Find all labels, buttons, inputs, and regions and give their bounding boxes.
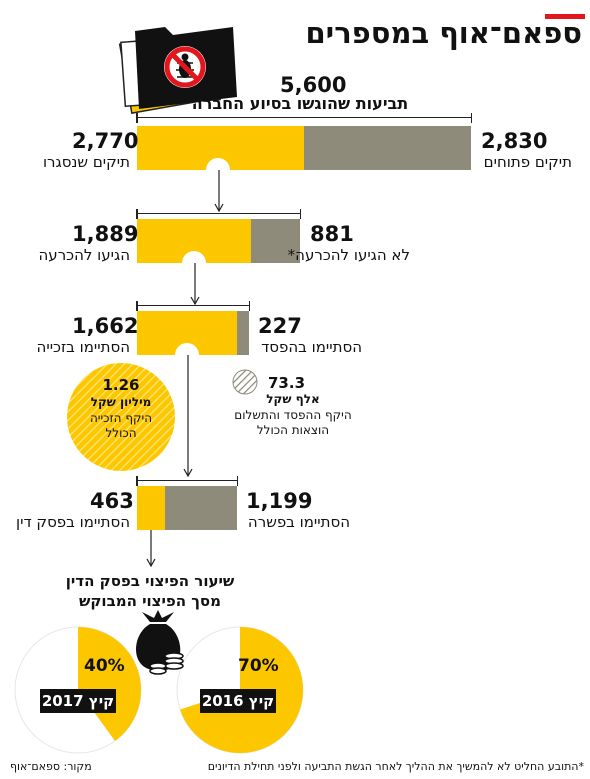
arrow-down-icon — [214, 170, 224, 213]
settlement-value: 1,199 — [246, 489, 313, 513]
loss-total-unit: אלף שקל — [266, 392, 320, 406]
closed-cases-label: תיקים שנסגרו — [42, 153, 130, 171]
verdict-value: 463 — [90, 489, 134, 513]
verdict-label: הסתיימו בפסק דין — [16, 513, 130, 531]
closed-cases-value: 2,770 — [72, 129, 139, 153]
won-value: 1,662 — [72, 314, 139, 338]
open-cases-value: 2,830 — [481, 129, 548, 153]
bar-notch — [182, 251, 206, 275]
bar-not-decided — [251, 219, 300, 263]
win-total-label-1: היקף הזכייה — [89, 411, 153, 425]
bar-lost — [237, 311, 249, 355]
open-cases-label: תיקים פתוחים — [483, 153, 572, 171]
total-bracket — [136, 113, 472, 123]
pie-2016-label: 70% — [238, 656, 279, 676]
loss-total-circle — [232, 369, 258, 395]
bar-notch — [175, 343, 199, 367]
win-total-value: 1.26 — [102, 376, 140, 394]
folder-bug-icon — [118, 27, 237, 115]
bar-notch — [206, 158, 230, 182]
page-title: ספאם־אוף במספרים — [305, 16, 582, 50]
row2-bracket — [136, 209, 301, 219]
loss-total-label-2: הוצאות הכולל — [256, 423, 330, 437]
arrow-down-icon — [146, 530, 156, 568]
total-value: 5,600 — [280, 73, 347, 97]
settlement-label: הסתיימו בפשרה — [247, 513, 350, 531]
pie-charts — [14, 626, 304, 754]
decided-value: 1,889 — [72, 222, 139, 246]
not-decided-label: לא הגיעו להכרעה* — [287, 246, 410, 264]
win-total-circle — [67, 363, 175, 471]
pie-2017-label: 40% — [84, 656, 125, 676]
pie-2016-tag: קיץ 2016 — [200, 689, 276, 713]
source: מקור: ספאם־אוף — [10, 760, 92, 773]
decided-label: הגיעו להכרעה — [38, 246, 131, 264]
compensation-line-2: מסך הפיצוי המבוקש — [79, 592, 221, 610]
row3-bracket — [136, 301, 250, 311]
loss-total-value: 73.3 — [268, 374, 306, 392]
win-total-label-2: הכולל — [105, 426, 137, 440]
pie-2017-slice — [78, 627, 142, 741]
lost-label: הסתיימו בהפסד — [261, 338, 362, 356]
won-label: הסתיימו בזכייה — [36, 338, 130, 356]
bar-open-cases — [304, 126, 471, 170]
footnote: *התובע החליט לא להמשיך את ההליך לאחר הגש… — [207, 760, 584, 773]
total-label: תביעות שהוגשו בסיוע החברה — [191, 94, 409, 113]
row4-bracket — [136, 476, 238, 486]
arrow-down-icon — [190, 263, 200, 306]
bar-settlement — [165, 486, 237, 530]
red-accent-bar — [545, 14, 585, 19]
lost-value: 227 — [258, 314, 302, 338]
loss-total-label-1: היקף ההפסד והתשלום — [234, 408, 352, 422]
compensation-line-1: שיעור הפיצוי בפסק הדין — [65, 572, 235, 590]
bar-verdict — [137, 486, 165, 530]
not-decided-value: 881 — [310, 222, 354, 246]
win-total-unit: מיליון שקל — [90, 395, 152, 409]
pie-2017-tag: קיץ 2017 — [40, 689, 116, 713]
arrow-down-icon — [183, 355, 193, 478]
money-bag-icon — [136, 610, 184, 675]
